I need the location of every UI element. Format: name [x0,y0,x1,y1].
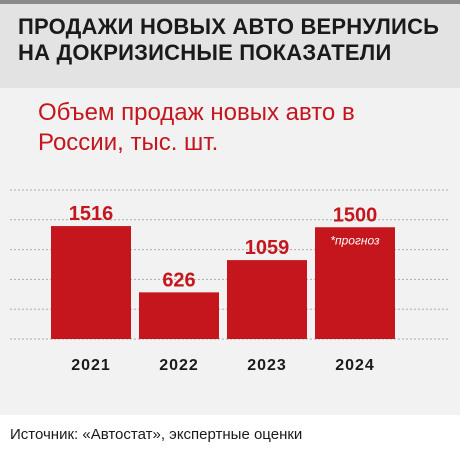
headline: Продажи новых авто вернулись на докризис… [18,14,440,65]
tick-label: 2021 [71,357,111,374]
data-label: 1500 [333,204,378,226]
data-label: 626 [162,269,195,291]
chart-title: Объем продаж новых авто в России, тыс. ш… [38,99,355,156]
tick-label: 2024 [335,357,375,374]
header-band: Продажи новых авто вернулись на докризис… [0,0,460,88]
bar [227,260,307,339]
source-note: Источник: «Автостат», экспертные оценки [10,426,303,443]
forecast-note: *прогноз [330,233,380,247]
bar [139,292,219,339]
tick-label: 2022 [159,357,199,374]
bar [315,227,395,339]
data-label: 1059 [245,237,290,259]
bar [51,226,131,339]
data-label: 1516 [69,203,114,225]
tick-label: 2023 [247,357,287,374]
bar-chart: 1516 2021 626 2022 1059 2023 1500 2024 *прогноз [10,189,450,374]
